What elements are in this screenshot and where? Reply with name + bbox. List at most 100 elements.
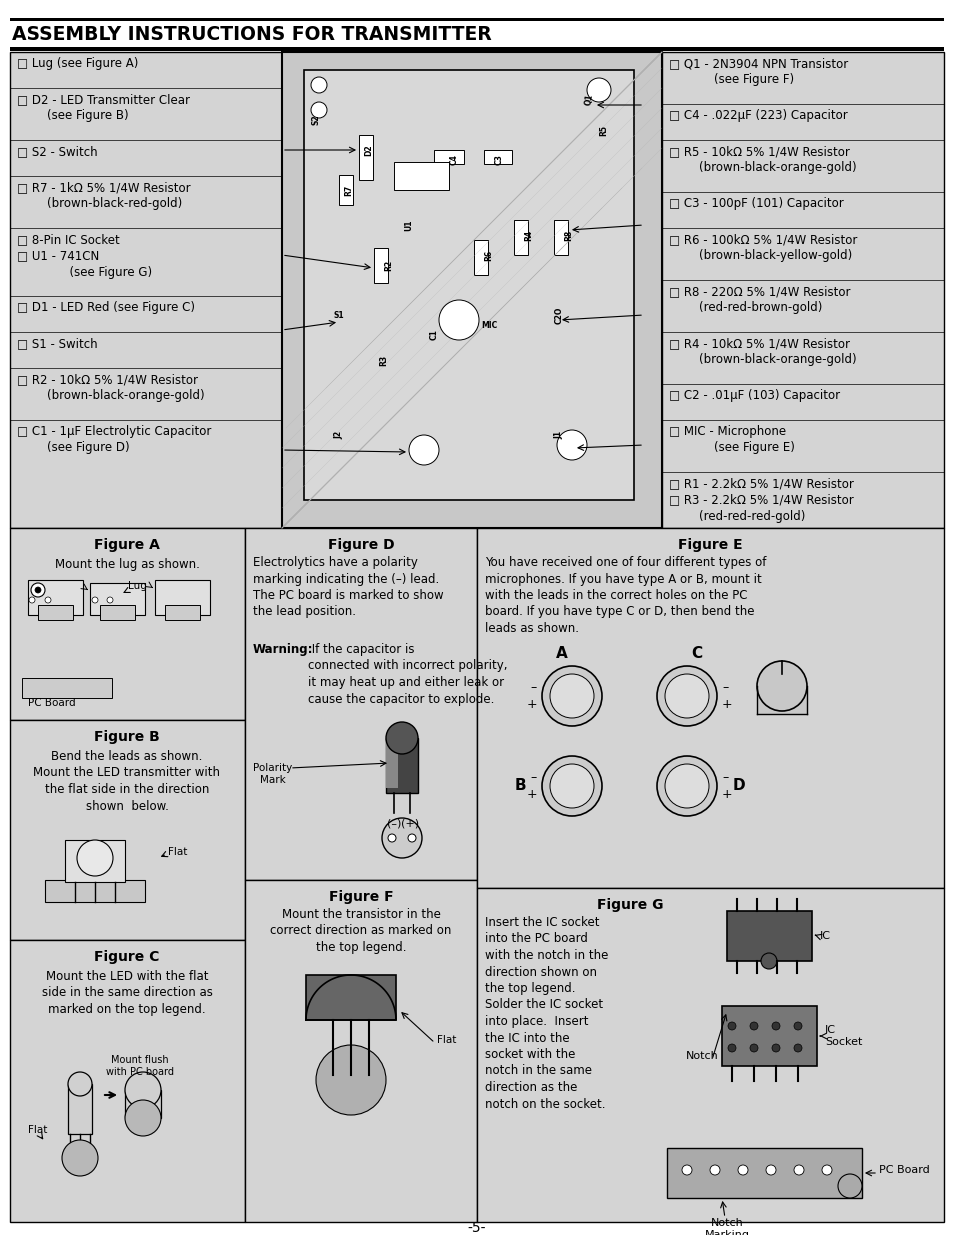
Bar [374,248,388,283]
Bar [10,940,245,1221]
Bar [306,974,395,1020]
Text: IC
Socket: IC Socket [824,1025,862,1047]
Text: S2: S2 [312,115,320,125]
Circle shape [749,1023,758,1030]
Circle shape [771,1044,780,1052]
Text: +: + [721,788,732,800]
Bar [434,149,463,164]
Circle shape [35,587,41,593]
Bar [476,529,943,888]
Bar [386,739,417,793]
Circle shape [91,597,98,603]
Text: C4: C4 [449,154,458,165]
Text: □ R7 - 1kΩ 5% 1/4W Resistor
        (brown-black-red-gold): □ R7 - 1kΩ 5% 1/4W Resistor (brown-black… [17,182,191,210]
Text: D: D [732,778,744,794]
Bar [245,881,476,1221]
Bar [304,70,634,500]
Text: R8: R8 [564,230,573,241]
Text: A: A [556,646,567,662]
Circle shape [821,1165,831,1174]
Text: Q1: Q1 [583,94,594,106]
Circle shape [30,583,45,597]
Text: Flat: Flat [436,1035,456,1045]
Bar [68,1084,91,1134]
Bar [386,743,397,788]
Text: □ R1 - 2.2kΩ 5% 1/4W Resistor
□ R3 - 2.2kΩ 5% 1/4W Resistor
        (red-red-red: □ R1 - 2.2kΩ 5% 1/4W Resistor □ R3 - 2.2… [668,477,853,522]
Text: □ 8-Pin IC Socket
□ U1 - 741CN
              (see Figure G): □ 8-Pin IC Socket □ U1 - 741CN (see Figu… [17,233,152,279]
Text: –: – [530,682,537,694]
Text: C3: C3 [494,154,503,165]
Text: C1: C1 [429,330,438,341]
Bar [672,781,700,790]
Circle shape [760,953,776,969]
Bar [282,52,661,529]
Text: □ R8 - 220Ω 5% 1/4W Resistor
        (red-red-brown-gold): □ R8 - 220Ω 5% 1/4W Resistor (red-red-br… [668,285,850,315]
Text: □ C4 - .022μF (223) Capacitor: □ C4 - .022μF (223) Capacitor [668,109,847,122]
Bar [721,1007,816,1066]
Circle shape [709,1165,720,1174]
Text: B: B [514,778,525,794]
Circle shape [727,1023,735,1030]
Circle shape [657,756,717,816]
Text: □ R4 - 10kΩ 5% 1/4W Resistor
        (brown-black-orange-gold): □ R4 - 10kΩ 5% 1/4W Resistor (brown-blac… [668,337,856,367]
Text: □ C3 - 100pF (101) Capacitor: □ C3 - 100pF (101) Capacitor [668,198,842,210]
Text: Lug: Lug [128,580,147,592]
Text: Polarity
Mark: Polarity Mark [253,763,293,784]
Circle shape [657,666,717,726]
Bar [65,840,125,882]
Text: Figure G: Figure G [597,898,662,911]
Bar [10,529,245,720]
Circle shape [837,1174,862,1198]
Text: R2: R2 [384,259,393,270]
Text: C2O: C2O [554,306,563,324]
Text: Figure C: Figure C [94,950,159,965]
Text: R6: R6 [484,249,493,261]
Bar [474,240,488,275]
Text: +: + [526,788,537,800]
Circle shape [793,1044,801,1052]
Bar [661,52,943,529]
Text: (–): (–) [386,818,401,827]
Bar [10,52,282,529]
Circle shape [765,1165,775,1174]
Bar [559,690,583,701]
Text: R3: R3 [379,354,388,366]
Text: Mount the LED with the flat
side in the same direction as
marked on the top lege: Mount the LED with the flat side in the … [42,969,213,1016]
Text: PC Board: PC Board [28,698,75,708]
Circle shape [107,597,112,603]
Circle shape [45,597,51,603]
Bar [165,605,200,620]
Text: –: – [721,682,727,694]
Text: PC Board: PC Board [878,1165,929,1174]
Text: R5: R5 [598,125,608,136]
Text: Figure D: Figure D [327,538,394,552]
Text: Flat: Flat [28,1125,48,1135]
Text: Flat: Flat [168,847,187,857]
Text: If the capacitor is
connected with incorrect polarity,
it may heat up and either: If the capacitor is connected with incor… [308,643,507,705]
Bar [154,580,210,615]
Circle shape [386,722,417,755]
Circle shape [550,674,594,718]
Polygon shape [306,974,395,1020]
Bar [514,220,527,254]
Circle shape [311,77,327,93]
Bar [726,911,811,961]
Bar [554,220,567,254]
Circle shape [541,666,601,726]
Text: You have received one of four different types of
microphones. If you have type A: You have received one of four different … [484,556,765,635]
Circle shape [125,1100,161,1136]
Bar [28,580,83,615]
Text: S1: S1 [334,310,344,320]
Circle shape [381,818,421,858]
Circle shape [125,1072,161,1108]
Text: □ MIC - Microphone
            (see Figure E): □ MIC - Microphone (see Figure E) [668,425,794,454]
Text: C: C [691,646,701,662]
Text: □ Lug (see Figure A): □ Lug (see Figure A) [17,57,138,70]
Text: R7: R7 [344,184,354,195]
Text: –: – [721,772,727,784]
Bar [10,720,245,940]
Text: □ S1 - Switch: □ S1 - Switch [17,337,97,350]
Bar [245,529,476,881]
Circle shape [408,834,416,842]
Circle shape [438,300,478,340]
